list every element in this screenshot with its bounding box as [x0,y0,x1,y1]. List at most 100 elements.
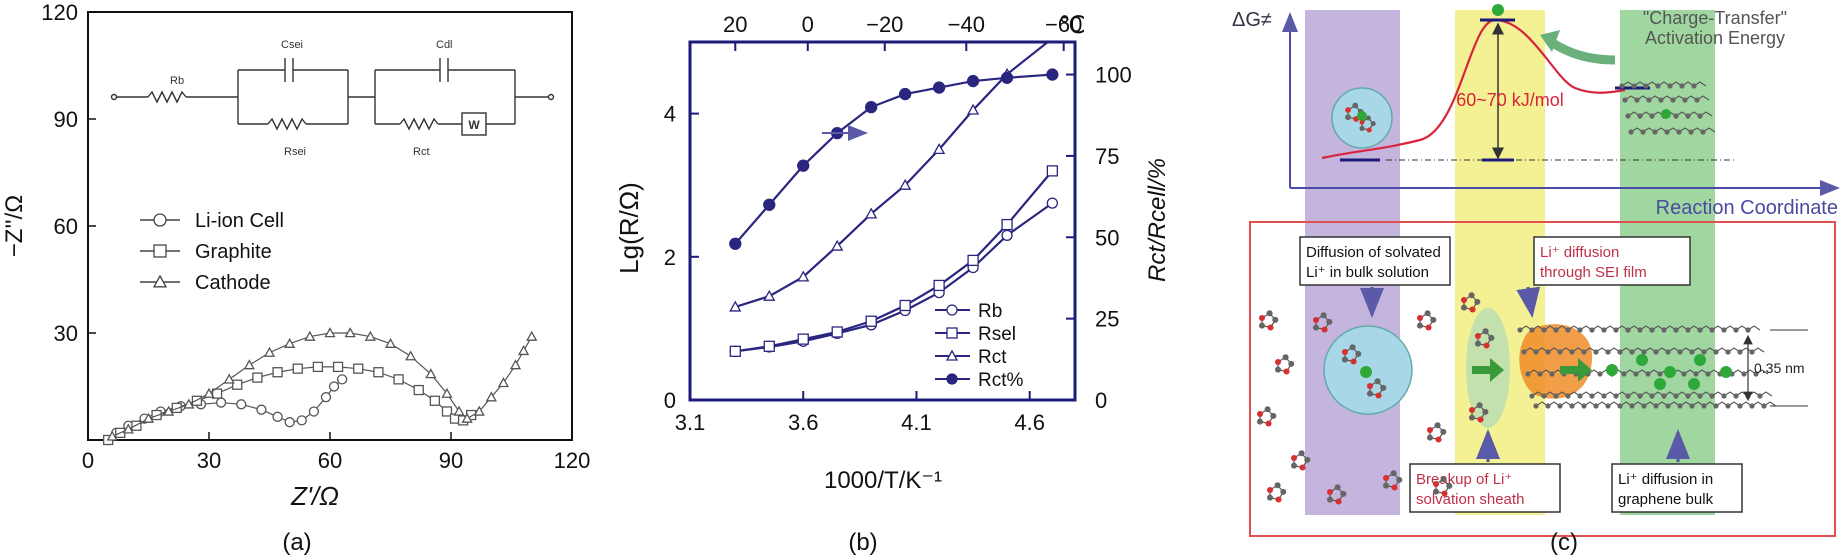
panel-a-data-point [497,377,510,388]
panel-a-data-point [292,363,303,374]
molecule-atom [1258,314,1266,322]
graphene-bonds [1630,127,1716,133]
panel-a-series-line [107,378,343,441]
li-ion [1357,111,1367,121]
carbon-atom [1643,83,1649,89]
carbon-atom [1533,403,1539,409]
activation-title: "Charge-Transfer" [1643,8,1787,28]
panel-a-data-point [203,387,215,398]
curved-green-arrow [1545,36,1616,65]
carbon-atom [1653,403,1659,409]
caption-c: (c) [1550,529,1578,556]
panel-a-y-tick-label: 120 [41,0,78,25]
panel-a-ticks [87,11,573,440]
molecule-atom [1352,102,1359,109]
carbon-atom [1581,403,1587,409]
label-sei-line1: Li⁺ diffusion [1540,244,1619,261]
sei-orange-region [1519,324,1593,399]
molecule-atom [1274,366,1282,373]
molecule-atom [1416,314,1424,322]
carbon-atom [1657,371,1663,377]
panel-a-data-point [441,387,453,398]
panel-b-data-point [831,326,843,338]
panel-b-y2-tick-label: 100 [1095,63,1132,88]
molecule-atom [1432,480,1440,488]
graphene-bonds [1523,347,1765,353]
carbon-atom [1667,83,1673,89]
carbon-atom [1705,371,1711,377]
molecule-atom [1366,382,1374,390]
carbon-atom [1649,113,1655,119]
panel-b-data-point [865,315,877,327]
circuit-label-rb: Rb [170,75,184,87]
molecule-atom [1256,410,1264,418]
carbon-atom [1557,403,1563,409]
graphene-sheet [1628,127,1716,135]
molecule-atom [1272,316,1279,323]
molecule-atom [1474,332,1482,340]
molecule-atom [1335,498,1342,505]
panel-b-x-tick-label: 4.1 [901,410,932,435]
carbon-atom [1661,393,1667,399]
carbon-atom [1653,349,1659,355]
molecule-atom [1483,342,1490,349]
panel-b-y2-tick-label: 0 [1095,388,1107,413]
li-ion [1360,366,1372,378]
carbon-atom [1549,371,1555,377]
panel-b-data-point [729,237,742,250]
carbon-atom [1676,129,1682,135]
molecule-atom [1326,496,1334,503]
label-box-breakup [1409,463,1561,513]
carbon-atom [1637,113,1643,119]
carbon-atom [1601,327,1607,333]
carbon-atom [1673,113,1679,119]
panel-a-data-point [223,373,235,384]
molecule-atom [1469,306,1476,313]
molecule-atom [1366,127,1372,133]
panel-b-data-point [729,300,742,312]
molecule-atom [1345,107,1351,113]
panel-a-data-point [373,367,384,378]
li-ion [1688,378,1700,390]
molecule-atom [1274,482,1281,489]
panel-a-x-tick-label: 0 [82,448,94,473]
molecule-atom [1312,324,1320,331]
molecule-atom [1320,312,1327,319]
molecule-atom [1349,344,1356,351]
panel-b-data-point [1046,42,1059,44]
carbon-atom [1673,327,1679,333]
molecule-atom [1270,412,1277,419]
carbon-atom [1677,349,1683,355]
panel-b-legend-label: Rct% [978,370,1024,391]
panel-a-legend-marker [153,244,167,258]
label-graphene-line1: Li⁺ diffusion in [1618,471,1713,488]
panel-b-data-point [1001,229,1013,241]
panel-b-data-point [966,103,980,115]
carbon-atom [1597,371,1603,377]
graphene-sheet [1529,391,1773,399]
li-ion [1694,354,1706,366]
resistor-rsei [267,117,307,131]
panel-b-data-point [797,333,809,345]
panel-a-x-tick-label: 120 [554,448,591,473]
molecule-atom [1390,470,1397,477]
solvent-molecule [1382,470,1403,491]
panel-a-legend-marker [152,274,168,288]
molecule-atom [1435,436,1442,443]
molecule-atom [1482,328,1489,335]
molecule-atom [1304,456,1311,463]
carbon-atom [1613,393,1619,399]
panel-b-data-point [1046,68,1059,81]
molecule-atom [1267,324,1274,331]
circuit-terminal-left [110,93,118,101]
panel-b-series-line [734,42,1050,308]
panel-b-data-point [865,100,878,114]
panel-a-legend-label: Li-ion Cell [195,210,284,232]
carbon-atom [1685,393,1691,399]
panel-b-top-tick-label: −20 [866,12,903,37]
panel-a-data-point [296,415,307,426]
panel-b-data-point [966,74,980,88]
panel-b-legend-marker [946,373,958,385]
carbon-atom [1725,403,1731,409]
molecule-atom [1290,462,1298,469]
